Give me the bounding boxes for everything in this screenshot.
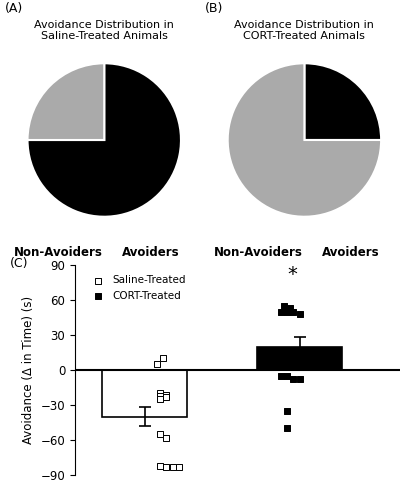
- Text: *: *: [287, 264, 297, 283]
- Text: Avoiders: Avoiders: [121, 246, 179, 259]
- Point: [278, 308, 284, 316]
- Wedge shape: [228, 64, 381, 216]
- Title: Avoidance Distribution in
CORT-Treated Animals: Avoidance Distribution in CORT-Treated A…: [234, 20, 374, 42]
- Point: [154, 360, 161, 368]
- Point: [169, 463, 176, 471]
- Point: [284, 372, 291, 380]
- Text: (B): (B): [205, 2, 223, 15]
- Point: [281, 302, 287, 310]
- Point: [157, 430, 163, 438]
- Point: [157, 392, 163, 400]
- Text: Non-Avoiders: Non-Avoiders: [14, 246, 103, 259]
- Point: [157, 462, 163, 469]
- Text: Non-Avoiders: Non-Avoiders: [214, 246, 303, 259]
- Point: [157, 395, 163, 403]
- Point: [176, 463, 182, 471]
- Y-axis label: Avoidance (Δ in Time) (s): Avoidance (Δ in Time) (s): [22, 296, 35, 444]
- Point: [157, 390, 163, 398]
- Text: Avoiders: Avoiders: [322, 246, 379, 259]
- Legend: Saline-Treated, CORT-Treated: Saline-Treated, CORT-Treated: [87, 274, 187, 301]
- Point: [284, 407, 291, 415]
- Text: (A): (A): [5, 2, 23, 15]
- Point: [284, 424, 291, 432]
- Point: [163, 463, 170, 471]
- Point: [163, 390, 170, 398]
- Point: [278, 372, 284, 380]
- Point: [296, 376, 303, 384]
- Wedge shape: [304, 64, 381, 140]
- Wedge shape: [28, 64, 104, 140]
- Text: (C): (C): [10, 256, 28, 270]
- Point: [290, 308, 297, 316]
- Point: [287, 304, 294, 312]
- Point: [163, 434, 170, 442]
- Point: [296, 310, 303, 318]
- Bar: [102, 370, 187, 416]
- Wedge shape: [28, 64, 181, 216]
- Title: Avoidance Distribution in
Saline-Treated Animals: Avoidance Distribution in Saline-Treated…: [34, 20, 174, 42]
- Point: [284, 308, 291, 316]
- Bar: [257, 346, 342, 370]
- Point: [290, 376, 297, 384]
- Point: [160, 354, 167, 362]
- Point: [163, 393, 170, 401]
